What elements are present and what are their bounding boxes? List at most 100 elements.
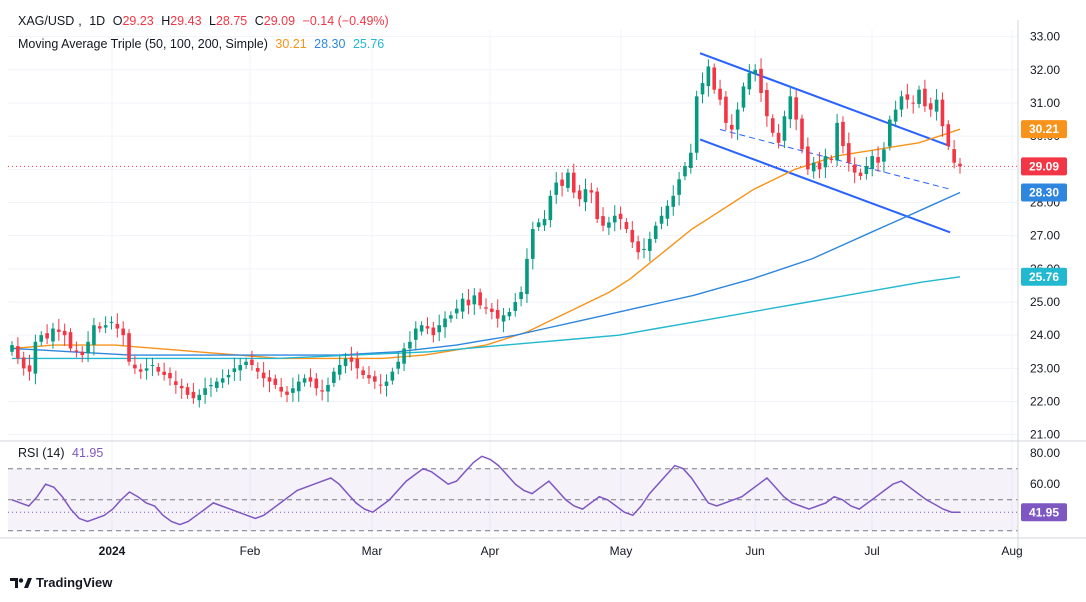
candle-body <box>244 361 248 366</box>
candle-body <box>770 118 775 133</box>
candle-body <box>729 124 734 130</box>
rsi-tick-label: 80.00 <box>1030 446 1060 460</box>
candle-body <box>659 215 664 224</box>
candle-body <box>928 103 933 110</box>
candle-body <box>349 357 354 362</box>
candle-body <box>449 315 453 319</box>
candle-body <box>513 302 518 311</box>
candle-body <box>882 149 886 162</box>
y-axis-labels: 33.0032.0031.0030.0029.0028.0027.0026.00… <box>1030 30 1060 492</box>
candle-body <box>724 96 728 123</box>
x-tick-label: 2024 <box>99 544 126 558</box>
candle-body <box>33 341 38 374</box>
candle-body <box>133 364 137 369</box>
candle-body <box>765 90 769 117</box>
x-tick-label: Jun <box>745 544 764 558</box>
candle-body <box>571 172 576 193</box>
candle-body <box>525 258 529 295</box>
candle-body <box>536 222 541 228</box>
candle-body <box>384 381 389 386</box>
candle-body <box>425 326 430 329</box>
rsi-series <box>11 455 961 526</box>
candle-body <box>911 102 915 104</box>
y-tick-label: 33.00 <box>1030 30 1060 44</box>
candle-body <box>185 387 190 395</box>
price-tag-last <box>1021 157 1067 176</box>
candle-body <box>302 378 307 383</box>
candle-body <box>612 215 617 223</box>
x-tick-label: May <box>610 544 633 558</box>
candle-body <box>431 327 436 336</box>
candle-body <box>279 386 283 392</box>
candle-body <box>864 166 869 174</box>
candle-body <box>841 121 845 147</box>
candle-body <box>741 86 746 108</box>
low-label: L <box>209 14 216 28</box>
candle-body <box>156 367 161 372</box>
candle-body <box>326 384 330 392</box>
brand-name: TradingView <box>36 575 113 590</box>
candle-body <box>653 225 658 239</box>
candle-body <box>261 372 266 379</box>
candle-body <box>97 326 102 329</box>
candle-body <box>332 371 336 383</box>
candle-body <box>806 146 810 170</box>
y-tick-label: 23.00 <box>1030 361 1060 375</box>
candle-body <box>689 152 693 168</box>
price-tags: 30.21 29.09 28.30 25.76 41.95 <box>1021 120 1067 522</box>
y-tick-label: 21.00 <box>1030 428 1060 442</box>
candle-body <box>671 195 676 207</box>
candle-body <box>648 238 652 251</box>
candle-body <box>753 69 757 75</box>
candle-body <box>501 315 506 322</box>
candle-body <box>314 378 319 389</box>
price-tag-text: 30.21 <box>1029 122 1059 136</box>
candle-body <box>712 67 717 90</box>
price-tag-text: 25.76 <box>1029 270 1059 284</box>
candle-body <box>601 216 605 226</box>
candle-body <box>57 329 61 332</box>
candle-body <box>683 166 687 177</box>
candle-body <box>232 368 237 372</box>
candle-body <box>367 374 371 379</box>
ma50-line <box>11 128 961 360</box>
change-value: −0.14 (−0.49%) <box>302 14 389 28</box>
candle-body <box>759 68 763 94</box>
candle-body <box>296 381 301 392</box>
rsi-tick-label: 60.00 <box>1030 477 1060 491</box>
candle-body <box>876 157 880 163</box>
candle-body <box>74 350 79 352</box>
candle-body <box>870 156 875 169</box>
candle-body <box>642 248 646 250</box>
channel-upper <box>699 52 951 148</box>
candle-body <box>677 179 681 195</box>
candle-body <box>191 391 196 399</box>
candle-body <box>472 295 477 305</box>
x-tick-label: Mar <box>362 544 383 558</box>
candle-body <box>607 222 611 228</box>
candle-body <box>800 118 804 150</box>
moving-averages <box>11 128 961 360</box>
candle-body <box>566 172 570 188</box>
channel-lower <box>699 138 951 234</box>
candle-body <box>320 390 324 392</box>
ma50-value: 30.21 <box>275 37 307 51</box>
candle-body <box>589 190 594 193</box>
high-label: H <box>161 14 171 28</box>
candle-body <box>115 323 120 329</box>
candle-body <box>203 388 207 395</box>
candle-body <box>150 365 155 367</box>
candle-body <box>291 388 295 393</box>
candle-body <box>484 307 488 309</box>
candle-body <box>273 378 278 385</box>
x-tick-label: Apr <box>481 544 500 558</box>
tradingview-logo[interactable]: TradingView <box>10 575 112 590</box>
candle-body <box>940 99 945 127</box>
price-tag-ma50 <box>1021 120 1067 139</box>
rsi-line <box>8 455 1018 526</box>
candle-body <box>121 328 125 336</box>
candle-body <box>636 241 640 253</box>
candle-body <box>343 358 348 367</box>
candle-body <box>478 292 482 306</box>
